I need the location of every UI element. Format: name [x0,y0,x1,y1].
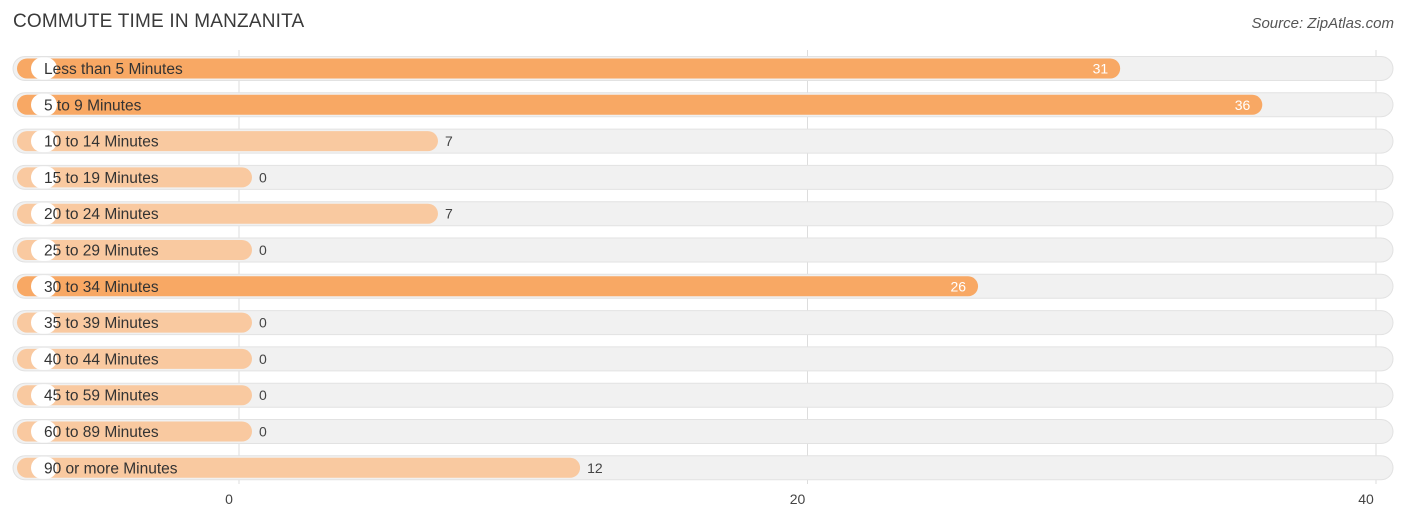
category-label: Less than 5 Minutes [44,61,183,78]
bar [17,167,252,188]
bar [17,457,581,478]
value-label: 0 [259,351,267,367]
category-label: 15 to 19 Minutes [44,170,159,187]
rows: Less than 5 Minutes 31 5 to 9 Minutes 36 10 … [12,56,1394,481]
bar [17,348,252,369]
row-track [12,419,1394,444]
bar-row: 5 to 9 Minutes 36 [12,92,1394,118]
value-label: 0 [259,169,267,185]
value-label: 12 [587,460,603,476]
bar-row: 40 to 44 Minutes 0 [12,346,1394,372]
x-tick-label: 20 [790,491,806,507]
bar [17,421,252,442]
chart-title: COMMUTE TIME IN MANZANITA [13,11,305,32]
bar-row: 10 to 14 Minutes 7 [12,128,1394,154]
value-label: 7 [445,206,453,222]
row-track [12,164,1394,190]
bar [17,94,1263,115]
category-label-pill [31,456,57,479]
x-tick-label: 0 [225,491,233,507]
category-label-pill [31,57,57,80]
category-label-pill [31,275,57,298]
category-label: 90 or more Minutes [44,460,178,477]
category-label-pill [31,239,57,261]
row-track [12,346,1394,372]
category-label-pill [31,347,57,370]
category-label-pill [31,384,57,407]
bar [17,131,438,152]
gridlines [238,50,1377,484]
bar-row: 20 to 24 Minutes 7 [12,201,1394,227]
bar [17,203,438,224]
bar [17,58,1121,79]
category-label-pill [31,130,57,153]
category-label: 5 to 9 Minutes [44,97,142,114]
category-label: 35 to 39 Minutes [44,315,159,332]
category-label: 25 to 29 Minutes [44,243,159,260]
bar [17,312,252,333]
bar-row: 25 to 29 Minutes 0 [12,237,1394,263]
bar [17,240,252,260]
value-label: 0 [259,424,267,440]
bar-row: 45 to 59 Minutes 0 [12,382,1394,408]
source-note: Source: ZipAtlas.com [1251,15,1394,32]
category-label: 30 to 34 Minutes [44,279,159,296]
bar [17,276,979,297]
row-track [12,237,1394,263]
bar-row: 15 to 19 Minutes 0 [12,164,1394,190]
row-track [12,310,1394,336]
bar-row: 35 to 39 Minutes 0 [12,310,1394,336]
bar-row: 30 to 34 Minutes 26 [12,273,1394,299]
category-label-pill [31,166,57,189]
category-label: 20 to 24 Minutes [44,206,159,223]
category-label-pill [31,420,57,443]
bar-row: 90 or more Minutes 12 [12,455,1394,481]
value-label: 0 [259,242,267,258]
value-label: 36 [1235,97,1251,113]
category-label: 60 to 89 Minutes [44,424,159,441]
bar-row: 60 to 89 Minutes 0 [12,419,1394,444]
x-axis: 0 20 40 [225,491,1374,507]
value-label: 31 [1093,61,1109,77]
bar-row: Less than 5 Minutes 31 [12,56,1394,81]
value-label: 26 [950,278,966,294]
value-label: 0 [259,315,267,331]
category-label: 40 to 44 Minutes [44,351,159,368]
x-tick-label: 40 [1358,491,1374,507]
category-label-pill [31,93,57,116]
category-label: 10 to 14 Minutes [44,134,159,151]
value-label: 0 [259,387,267,403]
value-label: 7 [445,133,453,149]
category-label: 45 to 59 Minutes [44,388,159,405]
bar [17,385,252,406]
row-track [12,382,1394,408]
category-label-pill [31,202,57,225]
category-label-pill [31,311,57,334]
